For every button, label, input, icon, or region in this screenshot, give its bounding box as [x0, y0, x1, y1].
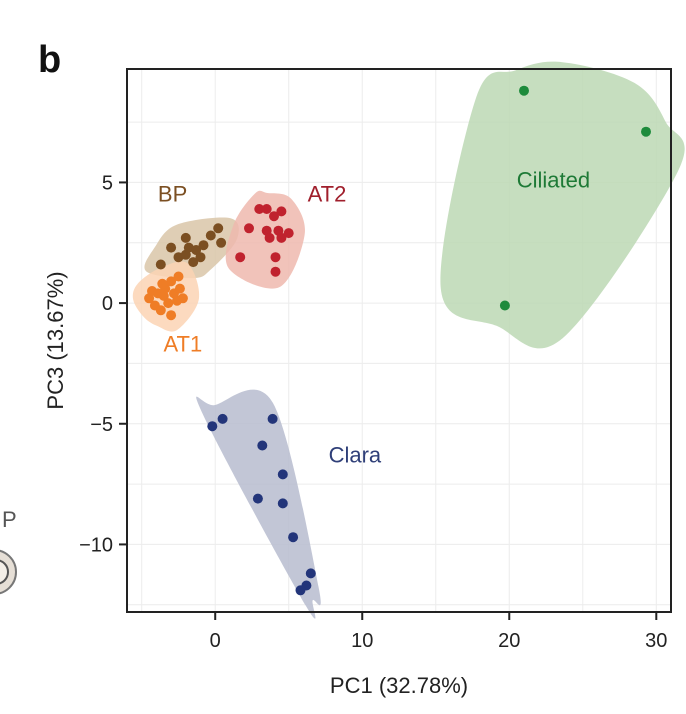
cluster-label-at1: AT1 [164, 331, 203, 356]
cluster-hulls [132, 61, 685, 619]
point-bp [180, 232, 191, 243]
point-at1 [157, 278, 168, 289]
point-at1 [174, 283, 185, 294]
point-at1 [155, 305, 166, 316]
point-bp [213, 223, 224, 234]
plot-frame [126, 68, 672, 613]
point-ciliated [519, 85, 529, 96]
y-tick-label: −5 [90, 414, 113, 436]
point-clara [288, 532, 299, 543]
point-at2 [270, 266, 281, 277]
y-axis-title: PC3 (13.67%) [43, 271, 68, 409]
point-bp [216, 237, 227, 248]
point-at2 [270, 252, 281, 263]
point-at1 [173, 271, 184, 282]
point-at2 [244, 223, 254, 234]
cluster-label-bp: BP [158, 182, 187, 207]
point-at1 [177, 293, 188, 304]
neighbor-panel-fragment-mark [0, 549, 17, 595]
point-bp [191, 245, 202, 255]
point-ciliated [641, 126, 651, 137]
cluster-label-at2: AT2 [308, 182, 347, 207]
cluster-label-ciliated: Ciliated [517, 167, 590, 192]
hull-clara [196, 389, 321, 619]
x-tick-label: 10 [351, 630, 373, 652]
x-tick-label: 0 [210, 630, 221, 652]
point-ciliated [499, 300, 510, 311]
x-tick-label: 20 [498, 630, 520, 652]
axis-ticks: 0 10 20 30 5 0 −5 −10 [79, 172, 667, 652]
point-clara [217, 413, 228, 424]
point-bp [188, 257, 199, 268]
point-at1 [163, 298, 174, 309]
point-at2 [283, 228, 294, 239]
point-bp [195, 252, 206, 263]
point-bp [205, 230, 216, 241]
neighbor-panel-fragment-label: P [2, 507, 17, 532]
hull-ciliated [440, 61, 685, 349]
cluster-label-clara: Clara [329, 442, 382, 467]
data-points [144, 85, 651, 596]
point-clara [277, 498, 288, 509]
point-clara [295, 585, 306, 596]
panel-label: b [38, 39, 61, 81]
point-at1 [166, 310, 177, 321]
point-clara [257, 440, 268, 451]
point-clara [252, 493, 263, 504]
point-bp [198, 240, 209, 251]
point-at2 [254, 204, 265, 214]
x-axis-title: PC1 (32.78%) [330, 673, 468, 698]
point-at2 [261, 204, 272, 214]
point-clara [305, 568, 316, 579]
point-at2 [264, 232, 275, 243]
point-at2 [276, 232, 287, 243]
cluster-labels: BP AT1 AT2 Clara Ciliated [158, 167, 590, 467]
point-at2 [235, 252, 246, 263]
point-clara [277, 469, 288, 480]
point-at1 [166, 276, 177, 287]
point-at2 [269, 211, 279, 222]
point-at2 [276, 206, 287, 217]
point-clara [207, 421, 218, 432]
y-tick-label: 0 [102, 293, 113, 315]
point-bp [166, 242, 177, 253]
point-clara [267, 413, 278, 424]
point-bp [155, 259, 166, 270]
y-tick-label: −10 [79, 534, 113, 556]
x-tick-label: 30 [645, 630, 667, 652]
y-tick-label: 5 [102, 172, 113, 194]
